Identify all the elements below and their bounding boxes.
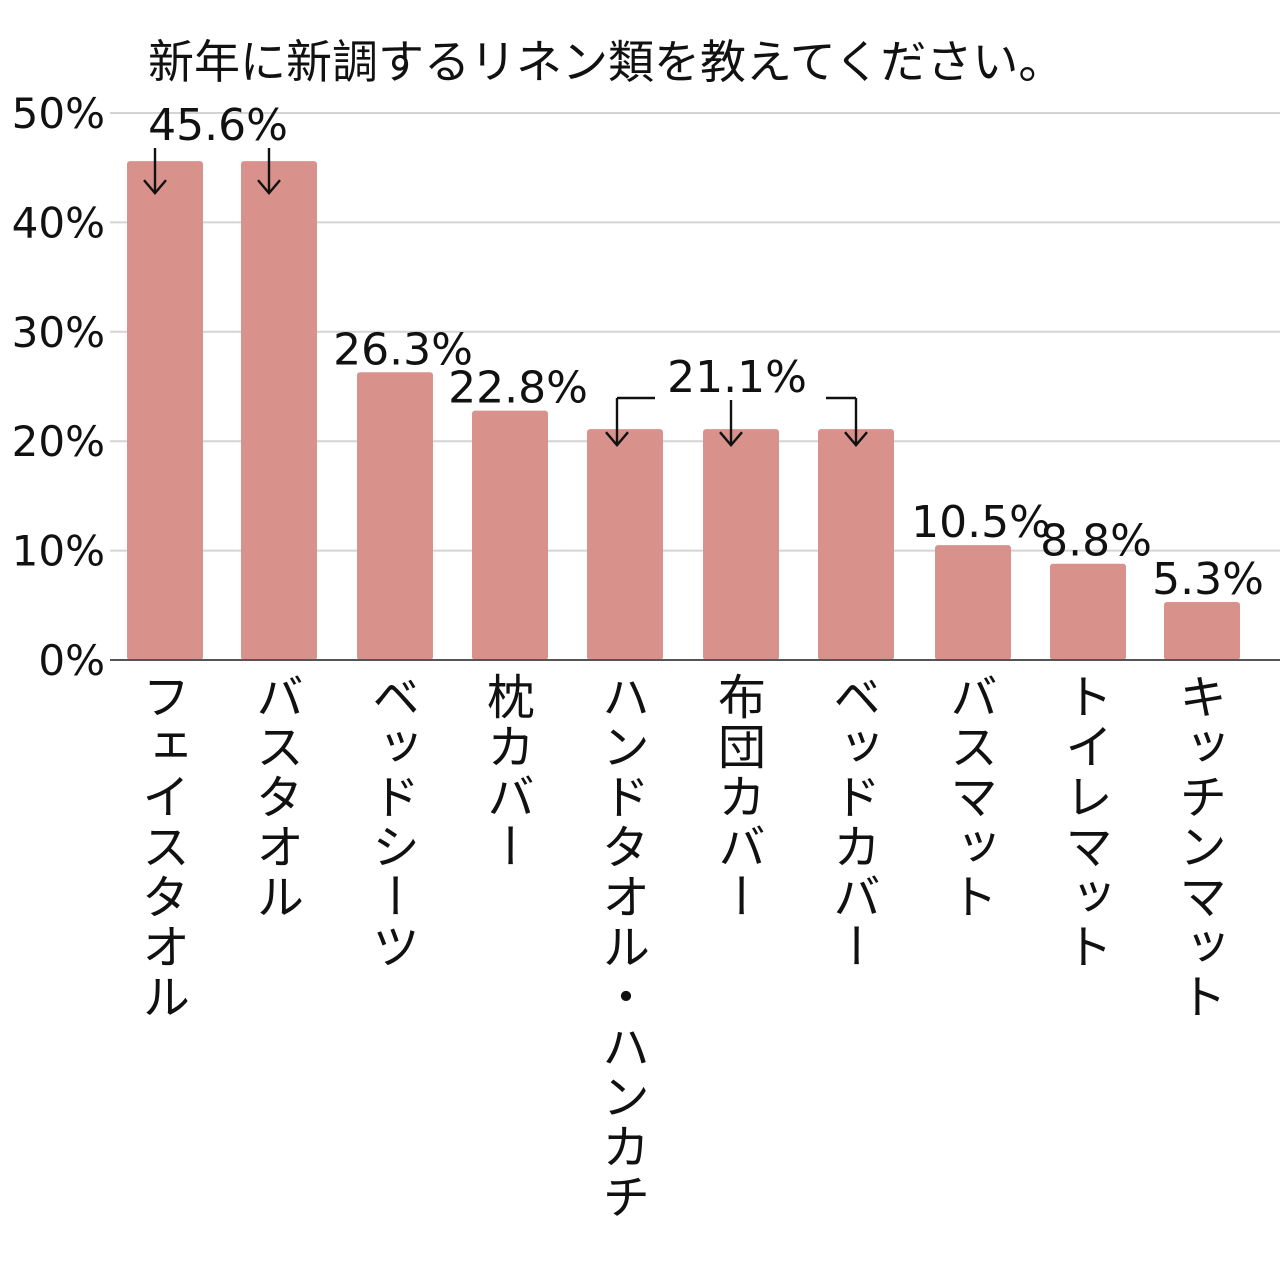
y-tick-label: 0% [38,636,105,685]
y-axis-ticks: 0% 10% 20% 30% 40% 50% [12,89,105,685]
data-label: 8.8% [1040,516,1152,567]
bars [127,161,1240,661]
bar [1164,602,1240,660]
category-label: ベッドシーツ [363,672,419,972]
label-arrow-head [257,179,281,195]
category-label: バスタオル [247,672,303,922]
y-tick-label: 40% [12,198,105,247]
category-label: バスマット [941,672,997,922]
bar [357,372,433,660]
label-arrow-head [143,179,167,195]
data-label: 21.1% [667,352,807,403]
y-tick-label: 50% [12,89,105,138]
bar [127,161,203,661]
bar [241,161,317,661]
category-label: キッチンマット [1170,672,1226,1022]
data-label: 26.3% [333,324,473,375]
y-tick-label: 20% [12,417,105,466]
bar [935,545,1011,660]
data-label: 5.3% [1152,554,1264,605]
bar [703,429,779,660]
category-labels: フェイスタオル バスタオル ベッドシーツ 枕カバー ハンドタオル・ハンカチ 布団カバー ベッ… [133,672,1226,1222]
category-label: 布団カバー [709,672,765,922]
data-label: 45.6% [148,100,288,151]
y-tick-label: 10% [12,527,105,576]
bar [587,429,663,660]
label-arrow-head [844,431,868,448]
category-label: 枕カバー [478,672,534,872]
bar [818,429,894,660]
data-label: 10.5% [911,497,1051,548]
bar [472,410,548,660]
data-labels: 45.6% 26.3%22.8% 21.1% 10.5%8.8%5.3% [143,100,1264,605]
category-label: トイレマット [1056,672,1112,972]
bar [1050,563,1126,660]
label-arrow-head [605,431,629,448]
category-label: ハンドタオル・ハンカチ [593,672,649,1222]
y-tick-label: 30% [12,308,105,357]
label-arrow-head [719,431,743,448]
category-label: ベッドカバー [824,672,880,972]
category-label: フェイスタオル [133,672,189,1022]
data-label: 22.8% [448,363,588,414]
chart-title: 新年に新調するリネン類を教えてください。 [148,35,1064,89]
